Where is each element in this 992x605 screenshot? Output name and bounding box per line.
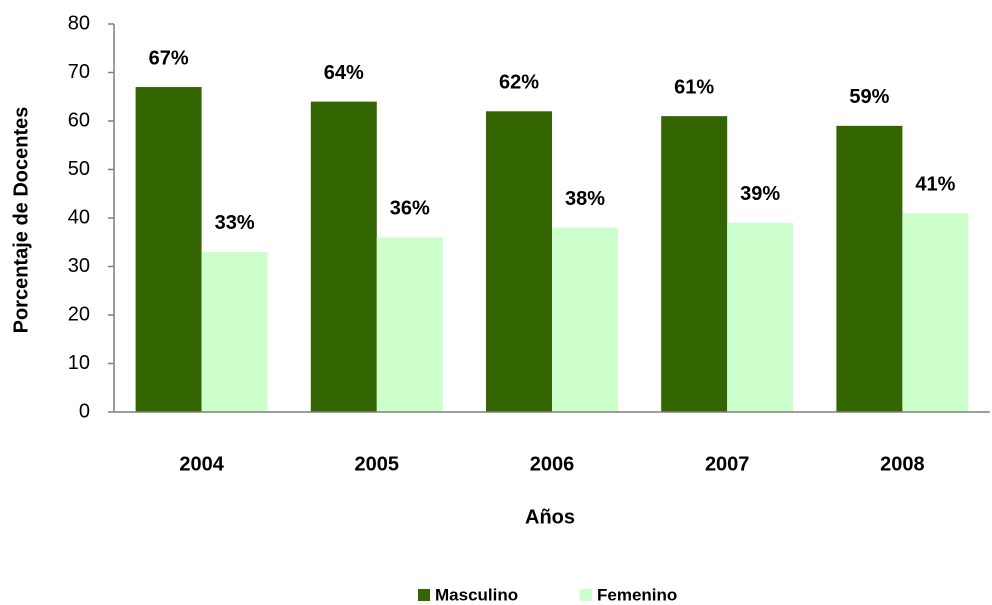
y-tick-label: 60 [68,109,90,131]
bar [201,251,268,412]
x-tick-label: 2005 [355,453,400,475]
bar [727,222,794,412]
bar [486,111,552,413]
bar [836,125,903,412]
legend-label: Masculino [435,585,518,604]
bar [376,237,443,412]
x-tick-label: 2007 [705,453,750,475]
x-axis-label: Años [525,506,575,528]
x-tick-label: 2008 [880,453,925,475]
y-tick-label: 40 [68,206,90,228]
data-label: 67% [149,47,189,69]
y-tick-label: 0 [79,400,90,422]
legend-swatch [580,589,592,601]
data-label: 64% [324,62,364,84]
bar [310,101,377,412]
bar [661,116,728,413]
y-tick-label: 80 [68,12,90,34]
data-label: 33% [215,212,255,234]
bar [135,87,202,413]
y-tick-label: 10 [68,352,90,374]
y-axis-label: Porcentaje de Docentes [10,107,32,334]
data-label: 61% [674,76,714,98]
y-tick-label: 30 [68,255,90,277]
bar [552,227,618,412]
y-tick-label: 70 [68,61,90,83]
data-label: 39% [740,183,780,205]
x-tick-label: 2004 [179,453,224,475]
data-label: 36% [390,198,430,220]
legend-swatch [418,589,430,601]
data-label: 62% [499,72,539,94]
data-label: 38% [565,188,605,210]
y-tick-label: 20 [68,303,90,325]
bar [902,213,969,412]
data-label: 59% [849,86,889,108]
x-tick-label: 2006 [530,453,575,475]
legend-label: Femenino [597,585,677,604]
data-label: 41% [915,173,955,195]
y-tick-label: 50 [68,158,90,180]
